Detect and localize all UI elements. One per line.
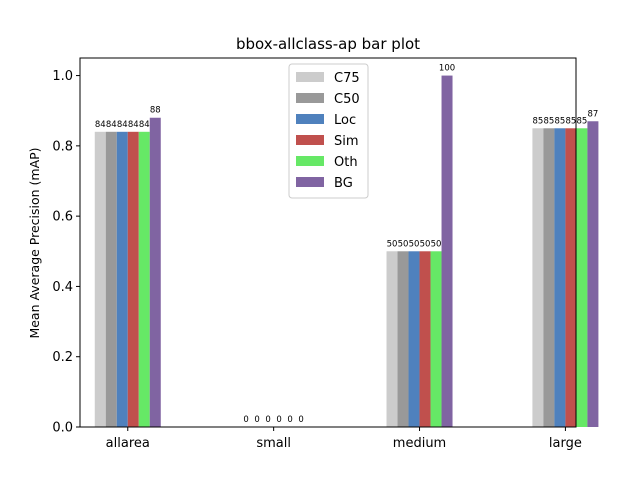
legend-swatch-bg (296, 177, 324, 187)
bar-allarea-oth (138, 131, 150, 428)
legend-swatch-c50 (296, 93, 324, 103)
data-label-large-c50: 85 (543, 116, 554, 126)
data-label-medium-c75: 50 (387, 239, 398, 249)
legend-swatch-sim (296, 135, 324, 145)
data-label-medium-loc: 50 (409, 239, 420, 249)
data-label-allarea-c75: 84 (95, 120, 106, 130)
data-label-medium-sim: 50 (420, 239, 431, 249)
data-label-large-c75: 85 (532, 116, 543, 126)
bar-allarea-bg (149, 117, 161, 427)
bar-large-bg (587, 121, 599, 427)
bar-medium-c50 (397, 251, 409, 427)
bar-large-c75 (532, 128, 544, 428)
y-tick-label: 0.2 (52, 350, 73, 365)
data-label-allarea-sim: 84 (128, 120, 139, 130)
x-tick-label-large: large (549, 436, 582, 451)
bar-medium-loc (408, 251, 420, 427)
data-label-allarea-bg: 88 (150, 106, 161, 116)
y-axis-label: Mean Average Precision (mAP) (27, 147, 42, 338)
bar-medium-c75 (386, 251, 398, 427)
data-label-allarea-c50: 84 (106, 120, 117, 130)
bar-large-oth (576, 128, 588, 428)
plot-area (79, 57, 577, 428)
chart-title: bbox-allclass-ap bar plot (236, 35, 420, 53)
data-label-large-oth: 85 (576, 116, 587, 126)
data-label-allarea-oth: 84 (139, 120, 150, 130)
data-label-small-c75: 0 (243, 415, 248, 425)
bar-large-c50 (543, 128, 555, 428)
legend-label-loc: Loc (334, 113, 356, 128)
data-label-small-bg: 0 (298, 415, 303, 425)
bar-allarea-sim (127, 131, 139, 428)
bar-medium-sim (419, 251, 431, 427)
data-label-medium-c50: 50 (398, 239, 409, 249)
bar-large-sim (565, 128, 577, 428)
data-label-large-bg: 87 (587, 109, 598, 119)
data-label-small-oth: 0 (287, 415, 292, 425)
x-tick-label-allarea: allarea (106, 436, 150, 451)
legend-label-bg: BG (334, 176, 353, 191)
data-label-allarea-loc: 84 (117, 120, 128, 130)
data-label-small-c50: 0 (254, 415, 259, 425)
legend-label-sim: Sim (334, 134, 359, 149)
legend-swatch-c75 (296, 72, 324, 82)
data-label-medium-oth: 50 (431, 239, 442, 249)
bar-allarea-c50 (105, 131, 117, 428)
data-label-large-loc: 85 (554, 116, 565, 126)
y-tick-label: 0.6 (52, 210, 73, 225)
legend-label-c50: C50 (334, 92, 360, 107)
y-tick-label: 0.0 (52, 421, 73, 436)
legend-swatch-oth (296, 156, 324, 166)
data-label-small-loc: 0 (265, 415, 270, 425)
legend-label-oth: Oth (334, 155, 358, 170)
data-label-small-sim: 0 (276, 415, 281, 425)
bar-large-loc (554, 128, 566, 428)
y-tick-label: 0.4 (52, 280, 73, 295)
x-tick-label-small: small (256, 436, 291, 451)
y-tick-label: 0.8 (52, 139, 73, 154)
x-tick-label-medium: medium (393, 436, 446, 451)
data-label-large-sim: 85 (565, 116, 576, 126)
legend-swatch-loc (296, 114, 324, 124)
bar-medium-bg (441, 75, 453, 428)
y-tick-label: 1.0 (52, 69, 73, 84)
legend-label-c75: C75 (334, 71, 360, 86)
bar-medium-oth (430, 251, 442, 427)
bar-allarea-c75 (94, 131, 106, 428)
bar-allarea-loc (116, 131, 128, 428)
data-label-medium-bg: 100 (439, 64, 455, 74)
